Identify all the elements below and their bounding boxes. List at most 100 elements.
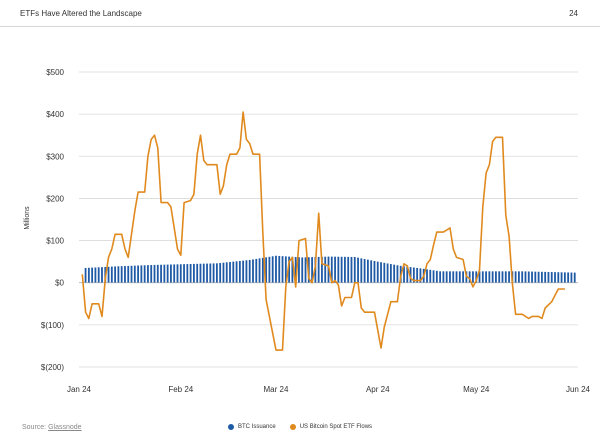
issuance-bar — [156, 264, 159, 283]
issuance-bar — [347, 256, 350, 283]
issuance-bar — [278, 255, 281, 283]
issuance-bar — [248, 259, 251, 283]
issuance-bar — [366, 259, 369, 283]
issuance-bar — [547, 271, 550, 283]
issuance-bar — [140, 265, 143, 283]
issuance-bar — [393, 264, 396, 283]
x-tick-label: May 24 — [463, 385, 490, 394]
issuance-bar — [245, 260, 248, 283]
issuance-bar — [485, 271, 487, 283]
issuance-bar — [84, 267, 87, 283]
issuance-bar — [544, 271, 547, 283]
issuance-bar — [442, 271, 445, 283]
issuance-bar — [432, 270, 435, 283]
issuance-bar — [560, 272, 563, 283]
chart-gridlines — [79, 71, 578, 368]
issuance-bar — [238, 260, 241, 283]
issuance-bar — [403, 266, 405, 283]
issuance-bar — [294, 257, 297, 283]
issuance-bar — [179, 264, 182, 283]
issuance-bar — [133, 265, 136, 283]
issuance-bar — [127, 265, 130, 283]
legend-swatch-etf-flows — [289, 424, 296, 430]
x-tick-label: Jun 24 — [566, 385, 591, 394]
issuance-bar — [419, 268, 422, 283]
issuance-bar — [534, 271, 537, 283]
issuance-bar — [475, 271, 478, 283]
issuance-bar — [107, 266, 110, 283]
issuance-bar — [531, 271, 533, 283]
issuance-bar — [291, 256, 294, 283]
issuance-bar — [225, 262, 228, 283]
chart-legend: BTC Issuance US Bitcoin Spot ETF Flows — [228, 424, 372, 430]
issuance-bar — [521, 271, 524, 283]
x-tick-label: Jan 24 — [67, 385, 92, 394]
issuance-bar — [458, 271, 461, 283]
legend-label-issuance: BTC Issuance — [238, 424, 276, 430]
issuance-bars — [84, 255, 576, 283]
issuance-bar — [114, 266, 117, 283]
issuance-bar — [488, 271, 491, 283]
issuance-bar — [209, 263, 212, 283]
issuance-bar — [495, 271, 497, 283]
issuance-bar — [147, 265, 149, 283]
issuance-bar — [537, 271, 540, 283]
issuance-bar — [527, 271, 530, 283]
issuance-bar — [232, 261, 235, 283]
page-number: 24 — [569, 9, 578, 18]
issuance-bar — [196, 263, 199, 283]
page-header: ETFs Have Altered the Landscape 24 — [0, 0, 600, 27]
issuance-bar — [229, 261, 231, 283]
issuance-bar — [373, 260, 376, 283]
issuance-bar — [416, 267, 419, 283]
issuance-bar — [340, 256, 343, 283]
issuance-bar — [91, 267, 94, 283]
x-tick-label: Apr 24 — [366, 385, 390, 394]
issuance-bar — [360, 258, 363, 283]
issuance-bar — [120, 266, 123, 283]
legend-swatch-issuance — [228, 424, 234, 430]
etf-flows-line — [81, 111, 565, 351]
issuance-bar — [396, 265, 399, 283]
issuance-bar — [235, 261, 238, 283]
y-axis-title: Millions — [24, 206, 31, 230]
issuance-bar — [508, 271, 510, 283]
issuance-bar — [321, 256, 323, 283]
issuance-bar — [573, 272, 576, 283]
legend-item-issuance: BTC Issuance — [228, 424, 276, 430]
issuance-bar — [337, 256, 340, 283]
issuance-bar — [101, 267, 103, 283]
issuance-bar — [281, 256, 284, 283]
issuance-bar — [550, 272, 553, 283]
issuance-bar — [317, 256, 320, 283]
x-tick-label: Mar 24 — [264, 385, 289, 394]
issuance-bar — [501, 271, 504, 283]
issuance-bar — [452, 271, 455, 283]
issuance-bar — [271, 256, 274, 283]
issuance-bar — [150, 265, 153, 283]
issuance-bar — [160, 264, 162, 283]
legend-item-etf-flows: US Bitcoin Spot ETF Flows — [289, 424, 372, 430]
issuance-bar — [130, 265, 133, 283]
source-prefix: Source: — [22, 424, 49, 431]
issuance-bar — [357, 257, 359, 283]
source-link[interactable]: Glassnode — [48, 424, 82, 431]
issuance-bar — [202, 263, 205, 283]
issuance-bar — [173, 264, 176, 283]
issuance-bar — [504, 271, 507, 283]
issuance-bar — [304, 257, 307, 283]
issuance-bar — [563, 272, 566, 283]
issuance-bar — [455, 271, 458, 283]
issuance-bar — [557, 272, 560, 283]
issuance-bar — [268, 256, 271, 283]
y-tick-label: $(200) — [41, 363, 64, 372]
issuance-bar — [288, 256, 291, 283]
issuance-bar — [409, 267, 412, 283]
issuance-bar — [324, 256, 327, 283]
issuance-bar — [212, 263, 215, 283]
issuance-bar — [334, 256, 336, 283]
issuance-bar — [183, 264, 185, 283]
issuance-bar — [87, 267, 90, 283]
page-title: ETFs Have Altered the Landscape — [20, 9, 142, 18]
issuance-bar — [153, 264, 156, 283]
